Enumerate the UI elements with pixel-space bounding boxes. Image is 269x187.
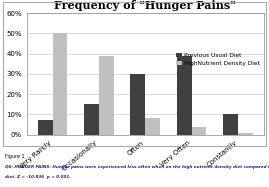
Bar <box>223 114 238 135</box>
Bar <box>130 74 145 135</box>
Bar <box>84 104 99 135</box>
Bar <box>52 33 67 135</box>
Bar <box>99 56 114 135</box>
Bar <box>177 56 192 135</box>
Legend: Previous Usual Diet, HighNutrient Density Diet: Previous Usual Diet, HighNutrient Densit… <box>175 52 261 67</box>
Text: Figure 1: Figure 1 <box>5 154 25 159</box>
Bar <box>238 133 253 135</box>
Bar <box>38 120 52 135</box>
Text: Q6: HUNGER PAINS. Hunger pains were experienced less often when on the high nutr: Q6: HUNGER PAINS. Hunger pains were expe… <box>5 165 269 168</box>
Text: diet. Z = -10.836  p < 0.001.: diet. Z = -10.836 p < 0.001. <box>5 175 71 179</box>
Title: Frequency of "Hunger Pains": Frequency of "Hunger Pains" <box>54 0 236 11</box>
Bar <box>145 118 160 135</box>
Bar <box>192 127 207 135</box>
